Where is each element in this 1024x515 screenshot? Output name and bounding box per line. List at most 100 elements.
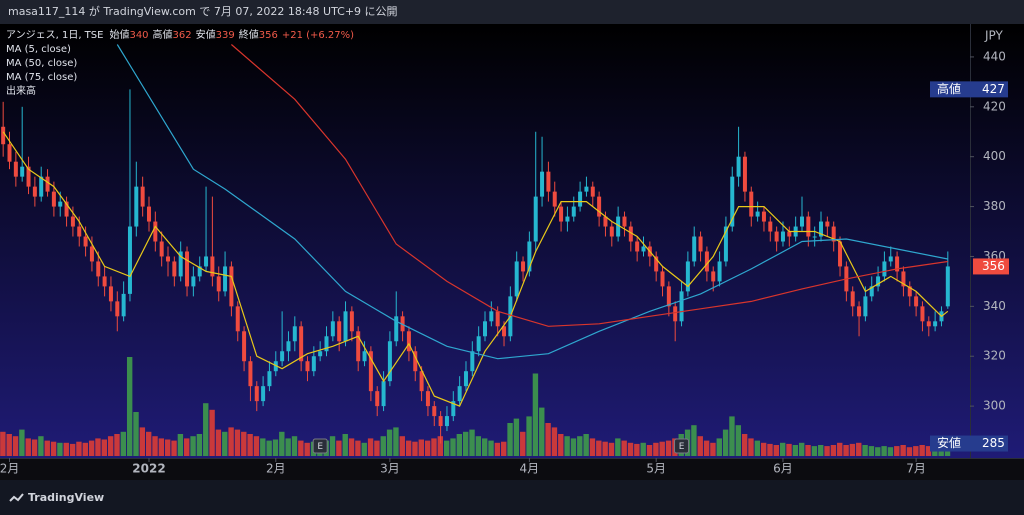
volume-bar <box>57 442 63 456</box>
volume-bar <box>285 438 291 456</box>
volume-bar <box>266 440 272 456</box>
volume-bar <box>171 440 177 456</box>
legend-indicator: MA (5, close) <box>6 44 71 55</box>
candle-body <box>425 391 430 407</box>
volume-bar <box>830 445 837 456</box>
volume-bar <box>234 429 241 456</box>
candle-body <box>280 351 285 362</box>
candle-body <box>457 386 462 402</box>
volume-bar <box>843 445 849 456</box>
last-price-label: 356 <box>982 259 1005 273</box>
candle-body <box>552 191 557 207</box>
candle-body <box>444 416 449 427</box>
legend: アンジェス, 1日, TSE 始値340 高値362 安値339 終値356 +21 (+… <box>6 28 354 97</box>
candle-body <box>869 286 874 297</box>
volume-bar <box>450 438 456 456</box>
candle-body <box>888 256 893 262</box>
volume-bar <box>386 429 393 456</box>
candle-body <box>77 226 82 237</box>
volume-bar <box>222 431 228 456</box>
volume-bar <box>304 442 310 456</box>
candle-body <box>20 166 25 177</box>
candle-body <box>774 231 779 242</box>
candle-body <box>768 221 773 232</box>
candle-body <box>39 176 44 197</box>
close-label: 終値 <box>239 28 259 41</box>
volume-bar <box>380 436 386 456</box>
event-label: E <box>317 442 323 452</box>
last-price-box <box>973 258 1009 275</box>
candle-body <box>679 291 684 322</box>
candle-body <box>742 156 747 192</box>
candle-body <box>438 416 443 427</box>
volume-bar <box>551 427 558 456</box>
volume-bar <box>824 446 830 456</box>
marker-value: 285 <box>982 436 1005 450</box>
candle-body <box>819 221 824 237</box>
volume-bar <box>767 443 773 456</box>
candle-body <box>229 266 234 307</box>
high-value: 362 <box>173 30 192 41</box>
x-tick-label: 4月 <box>520 462 540 476</box>
marker-value: 427 <box>982 82 1005 96</box>
volume-bar <box>76 441 82 456</box>
candle-body <box>863 296 868 317</box>
volume-bar <box>906 447 913 456</box>
volume-bar <box>697 436 703 456</box>
volume-bar <box>443 440 450 456</box>
volume-bar <box>241 431 247 456</box>
earnings-event: E <box>312 438 328 454</box>
high-label: 高値 <box>153 28 173 41</box>
volume-bar <box>659 441 665 456</box>
volume-bar <box>126 357 133 456</box>
candle-body <box>337 321 342 342</box>
volume-bar <box>298 440 304 456</box>
volume-bar <box>539 407 545 456</box>
volume-bar <box>665 440 672 456</box>
y-tick-label: 300 <box>983 399 1006 413</box>
volume-bar <box>482 438 488 456</box>
event-box <box>674 438 690 454</box>
candle-body <box>394 316 399 342</box>
volume-bar <box>532 373 539 456</box>
volume-bar <box>329 436 336 456</box>
volume-bar <box>50 441 57 456</box>
candle-body <box>451 401 456 417</box>
volume-bar <box>114 434 120 456</box>
candle-body <box>311 356 316 372</box>
candle-body <box>121 293 126 317</box>
volume-bar <box>342 434 348 456</box>
volume-bar <box>748 438 754 456</box>
volume-bar <box>608 442 615 456</box>
change: +21 (+6.27%) <box>282 30 354 41</box>
candle-body <box>761 211 766 222</box>
volume-bar <box>621 440 627 456</box>
candle-body <box>210 256 215 277</box>
candle-body <box>381 381 386 407</box>
candle-body <box>755 211 760 217</box>
candle-body <box>920 306 925 322</box>
low-value: 339 <box>216 30 235 41</box>
volume-bar <box>107 436 114 456</box>
volume-bar <box>291 436 298 456</box>
candle-body <box>254 386 259 402</box>
candle-body <box>540 171 545 197</box>
volume-bar <box>228 427 234 456</box>
volume-bar <box>722 429 729 456</box>
volume-bar <box>627 442 634 456</box>
candle-body <box>242 331 247 362</box>
candle-body <box>799 216 804 227</box>
marker-label: 高値 <box>937 81 961 96</box>
candle-body <box>235 306 240 332</box>
volume-bar <box>203 403 209 456</box>
volume-bar <box>760 442 767 456</box>
volume-bar <box>786 443 792 456</box>
moving-average <box>116 44 948 360</box>
volume-bar <box>570 438 577 456</box>
candle-body <box>838 241 843 267</box>
candle-body <box>115 301 120 317</box>
volume-bar <box>247 434 253 456</box>
candle-body <box>704 251 709 272</box>
candle-body <box>571 206 576 217</box>
candle-body <box>692 236 697 262</box>
